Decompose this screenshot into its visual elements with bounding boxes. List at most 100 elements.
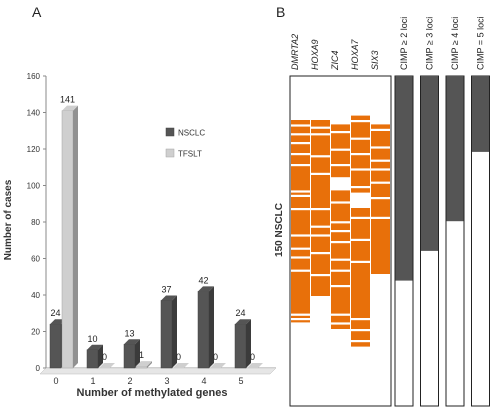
methylated-block-hoxa7 (351, 115, 370, 120)
methylated-block-hoxa9 (311, 254, 330, 274)
methylated-block-dmrta2 (291, 210, 310, 235)
methylated-block-hoxa7 (351, 139, 370, 153)
cimp-column-label: CIMP ≥ 2 loci (399, 17, 409, 70)
y-tick-label: 0 (36, 364, 41, 373)
methylated-block-hoxa7 (351, 122, 370, 138)
bar-top-nsclc-5 (235, 319, 251, 325)
bar-side-nsclc-5 (246, 319, 251, 368)
methylated-block-hoxa7 (351, 155, 370, 169)
methylated-block-zic4 (331, 150, 350, 164)
methylated-block-dmrta2 (291, 120, 310, 125)
bar-top-nsclc-2 (124, 339, 140, 345)
gene-label-six3: SIX3 (370, 50, 380, 70)
methylated-block-hoxa9 (311, 227, 330, 235)
data-label-tfslt-5: 0 (250, 352, 255, 362)
methylated-block-zic4 (331, 324, 350, 329)
y-tick-label: 20 (31, 328, 40, 337)
bar-side-nsclc-2 (135, 339, 140, 368)
x-tick-label: 4 (201, 376, 206, 386)
data-label-nsclc-2: 13 (124, 328, 134, 338)
methylated-block-dmrta2 (291, 144, 310, 153)
methylated-block-six3 (371, 170, 390, 182)
methylated-block-dmrta2 (291, 197, 310, 208)
data-label-nsclc-0: 24 (50, 308, 60, 318)
gene-methylation-heatmap-frame (289, 75, 392, 407)
bar-nsclc-5 (234, 323, 247, 369)
methylated-block-zic4 (331, 287, 350, 314)
methylated-block-hoxa9 (311, 276, 330, 296)
data-label-nsclc-3: 37 (161, 284, 171, 294)
gene-label-hoxa7: HOXA7 (350, 38, 360, 70)
bar-tfslt-4 (210, 363, 226, 368)
bar-nsclc-2 (123, 344, 136, 369)
data-label-tfslt-3: 0 (176, 352, 181, 362)
cimp-column-label: CIMP ≥ 4 loci (450, 17, 460, 70)
methylated-block-hoxa7 (351, 188, 370, 193)
legend-swatch-tfslt (165, 148, 175, 158)
methylated-block-hoxa7 (351, 241, 370, 261)
cimp-positive-fill (395, 76, 413, 281)
methylated-block-six3 (371, 199, 390, 217)
methylated-block-zic4 (331, 243, 350, 259)
methylated-block-hoxa9 (311, 120, 330, 127)
data-label-tfslt-4: 0 (213, 352, 218, 362)
y-axis-title: Number of cases (3, 179, 14, 260)
methylated-block-hoxa7 (351, 170, 370, 186)
methylated-block-hoxa7 (351, 219, 370, 239)
methylated-block-six3 (371, 131, 390, 147)
gene-label-zic4: ZIC4 (330, 50, 340, 71)
y-tick-label: 40 (31, 291, 40, 300)
x-tick-label: 0 (53, 376, 58, 386)
methylated-block-hoxa7 (351, 208, 370, 217)
methylated-block-dmrta2 (291, 135, 310, 142)
bar-tfslt-2 (135, 365, 148, 369)
bar-side-nsclc-3 (172, 295, 177, 368)
methylated-block-zic4 (331, 166, 350, 178)
cimp-positive-fill (421, 76, 438, 251)
methylated-block-six3 (371, 183, 390, 197)
bar-top-tfslt-2 (136, 361, 152, 367)
y-tick-label: 100 (27, 182, 41, 191)
x-tick-label: 3 (164, 376, 169, 386)
methylated-block-zic4 (331, 203, 350, 222)
methylated-block-hoxa7 (351, 263, 370, 318)
bar-nsclc-0 (49, 323, 62, 369)
gene-label-dmrta2: DMRTA2 (290, 34, 300, 70)
gene-label-hoxa9: HOXA9 (310, 39, 320, 70)
cimp-positive-fill (446, 76, 464, 222)
bar-top-nsclc-1 (87, 344, 103, 350)
heatmap-row-label: 150 NSCLC (274, 203, 285, 257)
data-label-nsclc-4: 42 (198, 275, 208, 285)
bar-side-tfslt-2 (147, 361, 152, 368)
methylated-block-dmrta2 (291, 249, 310, 257)
legend-swatch-nsclc (165, 127, 175, 137)
methylated-block-hoxa9 (311, 236, 330, 252)
methylated-block-hoxa9 (311, 157, 330, 173)
data-label-tfslt-0: 141 (60, 95, 75, 105)
methylated-block-zic4 (331, 190, 350, 202)
methylated-block-hoxa9 (311, 135, 330, 156)
bar-nsclc-3 (160, 300, 173, 369)
y-tick-label: 140 (27, 109, 41, 118)
y-tick-label: 60 (31, 255, 40, 264)
methylated-block-six3 (371, 219, 390, 274)
legend-label-nsclc: NSCLC (178, 129, 205, 138)
methylated-block-zic4 (331, 133, 350, 149)
methylated-block-dmrta2 (291, 271, 310, 314)
methylated-block-dmrta2 (291, 236, 310, 248)
methylated-block-zic4 (331, 223, 350, 230)
chart-floor (39, 367, 277, 375)
bar-nsclc-1 (86, 349, 99, 369)
methylated-block-zic4 (331, 315, 350, 323)
methylated-block-zic4 (331, 260, 350, 270)
methylated-block-dmrta2 (291, 258, 310, 270)
bar-top-nsclc-4 (198, 286, 214, 292)
methylated-block-hoxa7 (351, 342, 370, 347)
methylated-block-hoxa9 (311, 210, 330, 226)
cimp-positive-fill (472, 76, 489, 152)
methylated-block-hoxa7 (351, 320, 370, 329)
methylated-block-dmrta2 (291, 315, 310, 318)
bar-tfslt-0 (61, 110, 74, 369)
methylated-block-dmrta2 (291, 320, 310, 323)
